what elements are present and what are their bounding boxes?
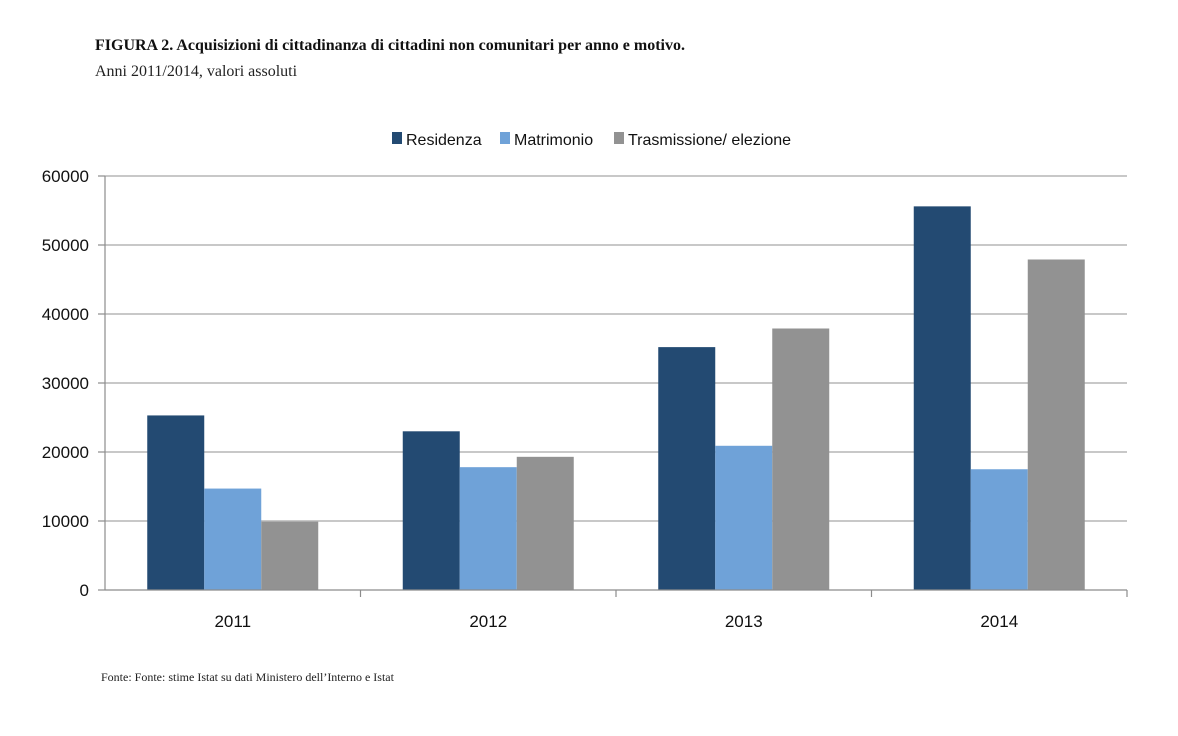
y-tick-labels: 0 10000 20000 30000 40000 50000 60000	[42, 167, 89, 600]
source-note: Fonte: Fonte: stime Istat su dati Minist…	[101, 670, 394, 684]
legend-label: Matrimonio	[514, 132, 593, 149]
y-tick-label: 30000	[42, 374, 89, 393]
legend-label: Residenza	[406, 132, 482, 149]
x-tick-label: 2012	[469, 612, 507, 631]
bar	[459, 467, 517, 590]
chart-subtitle: Anni 2011/2014, valori assoluti	[95, 63, 298, 80]
x-tick-label: 2011	[214, 612, 251, 631]
bar	[147, 415, 205, 590]
y-tick-label: 40000	[42, 305, 89, 324]
bar	[715, 445, 773, 590]
y-tick-label: 10000	[42, 512, 89, 531]
legend-swatch	[614, 132, 624, 144]
bar	[516, 456, 574, 590]
bar	[658, 347, 716, 590]
legend-swatch	[500, 132, 510, 144]
bar	[913, 206, 971, 591]
y-tick-label: 20000	[42, 443, 89, 462]
legend-label: Trasmissione/ elezione	[628, 132, 791, 149]
y-tick-label: 60000	[42, 167, 89, 186]
bar	[402, 431, 460, 590]
y-tick-label: 50000	[42, 236, 89, 255]
x-tick-label: 2013	[725, 612, 763, 631]
chart-title: FIGURA 2. Acquisizioni di cittadinanza d…	[95, 37, 685, 54]
bar	[1027, 259, 1085, 590]
legend-swatch	[392, 132, 402, 144]
bar	[261, 521, 319, 590]
bar	[204, 488, 262, 590]
legend: Residenza Matrimonio Trasmissione/ elezion…	[392, 132, 791, 149]
x-tick-label: 2014	[980, 612, 1018, 631]
axes	[98, 175, 1128, 597]
bar	[970, 469, 1028, 590]
bars	[147, 206, 1085, 591]
y-tick-label: 0	[80, 581, 89, 600]
bar	[772, 328, 830, 590]
x-tick-labels: 2011 2012 2013 2014	[214, 612, 1018, 631]
